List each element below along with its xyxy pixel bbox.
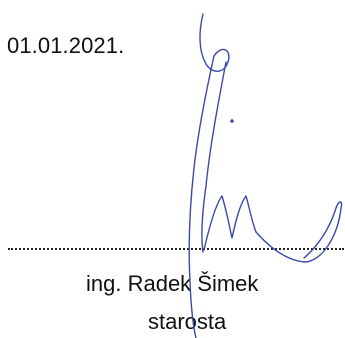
signature-stroke-tail (255, 201, 343, 263)
signature-stroke-m (203, 195, 257, 251)
signature-stroke-top (199, 13, 230, 72)
signature-dotted-line (8, 248, 344, 250)
document-date: 01.01.2021. (7, 33, 125, 58)
signature-dot (230, 119, 234, 123)
signature-stroke-return (201, 61, 227, 253)
signer-role: starosta (148, 309, 227, 334)
signer-name: ing. Radek Šimek (86, 271, 259, 296)
